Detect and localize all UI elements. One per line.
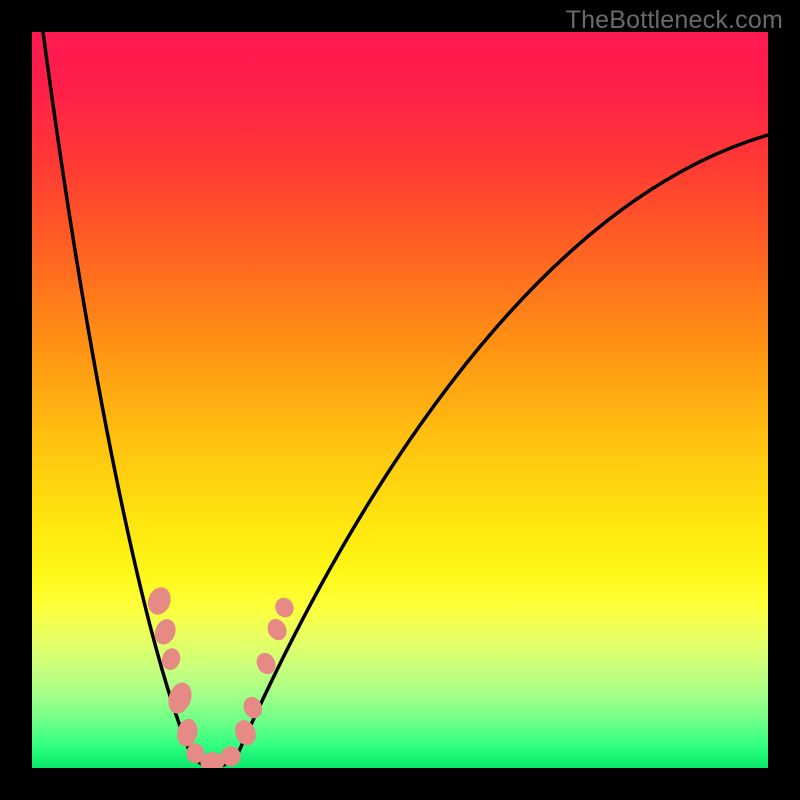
plot-svg [32, 32, 768, 768]
canvas-root: TheBottleneck.com [0, 0, 800, 800]
curve-marker [221, 746, 241, 766]
gradient-background [32, 32, 768, 768]
plot-area [32, 32, 768, 768]
watermark-label: TheBottleneck.com [566, 6, 783, 35]
